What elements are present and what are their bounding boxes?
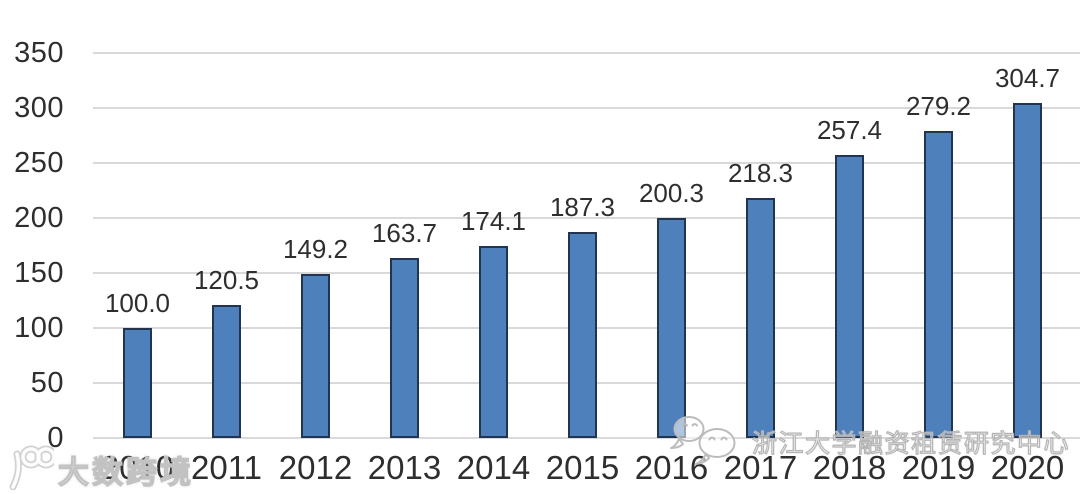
bar	[924, 130, 953, 438]
bar-value-label: 120.5	[193, 265, 260, 296]
x-axis-tick-label: 2010	[100, 449, 175, 486]
bar-value-label: 174.1	[460, 206, 527, 237]
gridline	[93, 217, 1080, 219]
x-axis-tick-label: 2012	[278, 449, 353, 486]
x-axis-tick-label: 2014	[456, 449, 531, 486]
bar-value-label: 187.3	[549, 191, 616, 222]
x-axis-tick-label: 2013	[367, 449, 442, 486]
gridline	[93, 107, 1080, 109]
bar	[212, 305, 241, 438]
bar	[479, 246, 508, 438]
bar	[301, 273, 330, 438]
bar-value-label: 163.7	[371, 217, 438, 248]
bar	[746, 197, 775, 438]
y-axis-tick-label: 50	[30, 367, 64, 399]
gridline	[93, 437, 1080, 439]
bar	[657, 217, 686, 438]
y-axis-tick-label: 0	[47, 422, 64, 454]
bar	[123, 328, 152, 438]
bar-value-label: 100.0	[104, 288, 171, 318]
bar-value-label: 200.3	[638, 177, 705, 208]
bar-value-label: 304.7	[994, 62, 1061, 93]
bar	[568, 231, 597, 438]
x-axis-tick-label: 2018	[812, 449, 887, 486]
y-axis-tick-label: 150	[14, 257, 64, 289]
bar	[1013, 102, 1042, 438]
x-axis-tick-label: 2020	[990, 449, 1065, 486]
bar-value-label: 279.2	[905, 90, 972, 121]
y-axis-tick-label: 250	[14, 147, 64, 179]
y-axis-tick-label: 300	[14, 92, 64, 124]
x-axis-tick-label: 2015	[545, 449, 620, 486]
x-axis-tick-label: 2011	[191, 449, 262, 486]
y-axis-tick-label: 100	[14, 312, 64, 344]
bar	[835, 154, 864, 438]
gridline	[93, 162, 1080, 164]
gridline	[93, 52, 1080, 54]
bar-value-label: 257.4	[816, 114, 883, 145]
y-axis-tick-label: 350	[14, 37, 64, 69]
x-axis-tick-label: 2017	[723, 449, 798, 486]
y-axis-tick-label: 200	[14, 202, 64, 234]
bar-value-label: 149.2	[282, 233, 349, 264]
x-axis-tick-label: 2019	[901, 449, 976, 486]
bar-value-label: 218.3	[727, 157, 794, 188]
bar	[390, 257, 419, 438]
